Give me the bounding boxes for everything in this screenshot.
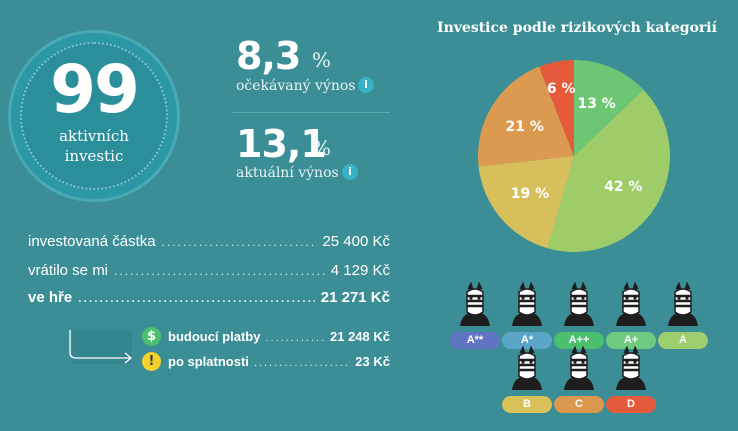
future-payments-label: budoucí platby: [168, 329, 261, 344]
dot-leader: [254, 357, 350, 369]
pie-slice-label: 6 %: [547, 81, 576, 97]
pie-slice-label: 13 %: [577, 96, 615, 112]
risk-category-chip[interactable]: A++: [554, 332, 604, 349]
summary-row-invested: investovaná částka 25 400 Kč: [28, 233, 390, 253]
pie-slice-d[interactable]: [478, 66, 574, 167]
expected-yield-label: očekávaný výnos: [236, 78, 356, 94]
expected-yield-value: 8,3: [236, 34, 301, 78]
summary-value: 4 129 Kč: [330, 262, 390, 279]
info-icon[interactable]: i: [358, 77, 374, 93]
zebra-avatar-icon: [608, 281, 654, 328]
zebra-avatar-icon: [556, 281, 602, 328]
risk-category-chip[interactable]: D: [606, 396, 656, 413]
zebra-avatar-icon: [504, 345, 550, 392]
overdue-value: 23 Kč: [355, 354, 390, 369]
dot-leader: [78, 291, 315, 305]
future-payments-row: $ budoucí platby 21 248 Kč: [142, 327, 390, 349]
pie-slice-a[interactable]: [574, 60, 644, 156]
zebra-avatar-icon: [504, 281, 550, 328]
current-yield-unit: %: [312, 136, 332, 160]
risk-category-chip[interactable]: A*: [502, 332, 552, 349]
expected-yield-unit: %: [312, 48, 332, 72]
dot-leader: [162, 235, 317, 249]
zebra-avatar-icon: [660, 281, 706, 328]
info-icon[interactable]: i: [342, 164, 358, 180]
zebra-avatar-icon: [608, 345, 654, 392]
pie-slice-c[interactable]: [478, 156, 574, 249]
risk-category-pie-chart: 13 % 42 % 19 % 21 % 6 %: [478, 60, 670, 252]
dot-leader: [265, 332, 325, 344]
active-investments-count: 99: [50, 51, 140, 128]
zebra-avatar-icon: [452, 281, 498, 328]
summary-label: ve hře: [28, 289, 73, 306]
risk-category-chip[interactable]: C: [554, 396, 604, 413]
summary-row-returned: vrátilo se mi 4 129 Kč: [28, 262, 390, 282]
current-yield-value: 13,1: [236, 122, 327, 166]
overdue-row: ! po splatnosti 23 Kč: [142, 352, 390, 374]
zebra-avatar-icon: [556, 345, 602, 392]
badge-inner-ring: [20, 42, 168, 190]
current-yield-label: aktuální výnos: [236, 165, 339, 181]
pie-slice-b[interactable]: [547, 89, 670, 252]
branch-arrow-icon: [69, 330, 133, 364]
badge-label-line1: aktivních: [59, 127, 129, 145]
summary-label: vrátilo se mi: [28, 262, 109, 279]
pie-slice-e[interactable]: [538, 60, 574, 156]
summary-label: investovaná částka: [28, 233, 156, 250]
dollar-icon: $: [142, 327, 161, 346]
summary-value: 21 271 Kč: [320, 289, 390, 306]
risk-category-chip[interactable]: B: [502, 396, 552, 413]
kpi-divider: [232, 112, 390, 113]
pie-slice-label: 19 %: [511, 186, 549, 202]
future-payments-value: 21 248 Kč: [330, 329, 390, 344]
risk-category-chip[interactable]: A**: [450, 332, 500, 349]
chart-title: Investice podle rizikových kategorií: [437, 20, 717, 36]
pie-slice-label: 42 %: [604, 179, 642, 195]
risk-category-chip[interactable]: A: [658, 332, 708, 349]
risk-category-chip[interactable]: A+: [606, 332, 656, 349]
badge-label-line2: investic: [64, 147, 124, 165]
overdue-label: po splatnosti: [168, 354, 249, 369]
summary-row-in-play: ve hře 21 271 Kč: [28, 289, 390, 309]
warning-icon: !: [142, 352, 161, 371]
dot-leader: [114, 264, 325, 278]
summary-value: 25 400 Kč: [322, 233, 390, 250]
pie-slice-label: 21 %: [506, 119, 544, 135]
